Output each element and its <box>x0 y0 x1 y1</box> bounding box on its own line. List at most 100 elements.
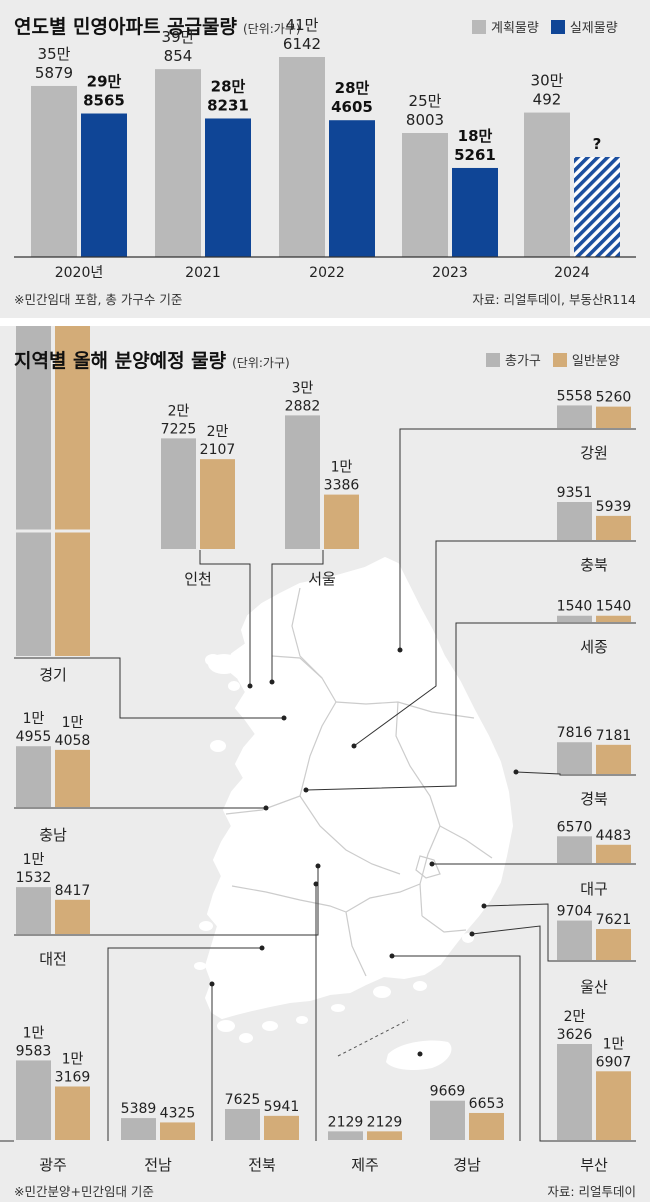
value-general-경북-0: 7181 <box>596 728 632 744</box>
bar-total-대구 <box>557 836 592 863</box>
bar-general-전남 <box>160 1122 195 1140</box>
region-label-충북: 충북 <box>580 556 608 574</box>
bar-actual-0 <box>81 113 127 257</box>
map-dot-2 <box>269 679 275 685</box>
label-planned-0-0: 35만 <box>38 45 71 63</box>
bar-general-대전 <box>55 899 90 934</box>
map-dot-10 <box>481 903 487 909</box>
value-total-충남-0: 1만 <box>23 711 45 727</box>
x-tick-4: 2024 <box>554 265 590 281</box>
top-chart-unit: (단위:가구) <box>243 22 301 36</box>
label-planned-4-1: 492 <box>533 91 562 109</box>
value-general-서울-1: 3386 <box>324 478 360 494</box>
island-4 <box>199 921 213 931</box>
bar-total-전남 <box>121 1118 156 1140</box>
value-total-대전-1: 1532 <box>16 870 52 886</box>
leader-line-인천 <box>199 550 251 686</box>
bar-general-경남 <box>469 1112 504 1140</box>
leader-line-강원 <box>399 428 636 650</box>
value-total-부산-0: 2만 <box>564 1009 586 1025</box>
region-label-경기: 경기 <box>39 666 67 684</box>
value-general-부산-0: 1만 <box>603 1036 625 1052</box>
map-dot-0 <box>281 715 287 721</box>
label-planned-0-1: 5879 <box>35 64 73 82</box>
top-source: 자료: 리얼투데이, 부동산R114 <box>472 292 636 307</box>
legend-swatch-planned <box>472 19 486 34</box>
bar-total-제주 <box>328 1131 363 1140</box>
value-total-세종-0: 1540 <box>557 599 593 615</box>
bar-total-충남 <box>16 746 51 807</box>
region-label-경북: 경북 <box>580 790 608 808</box>
value-total-서울-1: 2882 <box>285 398 321 414</box>
bar-total-광주 <box>16 1060 51 1140</box>
bar-general-세종 <box>596 615 631 622</box>
leader-line-서울 <box>271 550 324 682</box>
leader-line-대전 <box>14 866 319 936</box>
bar-general-부산 <box>596 1071 631 1140</box>
value-total-인천-1: 7225 <box>161 421 197 437</box>
value-total-서울-0: 3만 <box>292 380 314 396</box>
leader-line-울산 <box>483 903 636 962</box>
region-border-6 <box>299 795 401 875</box>
jeju-inset-divider <box>337 1019 409 1057</box>
legend-label-actual: 실제물량 <box>569 21 618 36</box>
bar-total-부산 <box>557 1043 592 1140</box>
label-actual-0-1: 8565 <box>83 92 125 110</box>
bar-actual-1 <box>205 118 251 257</box>
bottom-footnote: ※민간분양+민간임대 기준 <box>14 1184 154 1199</box>
legend-swatch-total <box>486 352 500 367</box>
value-total-광주-1: 9583 <box>16 1043 52 1059</box>
region-label-대구: 대구 <box>580 880 608 898</box>
value-general-서울-0: 1만 <box>331 460 353 476</box>
region-border-7 <box>439 825 493 859</box>
bar-total-서울 <box>285 415 320 549</box>
value-total-제주-0: 2129 <box>328 1114 364 1130</box>
yearly-supply-panel: 연도별 민영아파트 공급물량 (단위:가구) 계획물량 실제물량 35만 5879 2… <box>0 0 650 318</box>
region-label-강원: 강원 <box>580 444 608 462</box>
bar-actual-2 <box>329 120 375 257</box>
label-actual-3-1: 5261 <box>454 146 496 164</box>
bar-general-전북 <box>264 1115 299 1140</box>
bar-planned-2 <box>279 57 325 257</box>
bar-actual-forecast-4 <box>574 157 620 257</box>
island-1 <box>205 654 221 666</box>
x-tick-0: 2020년 <box>55 265 104 281</box>
value-general-광주-0: 1만 <box>62 1051 84 1067</box>
region-label-부산: 부산 <box>580 1156 608 1174</box>
x-tick-1: 2021 <box>185 265 221 281</box>
leader-line-세종 <box>305 622 636 791</box>
leader-line-충북 <box>353 540 636 747</box>
leader-line-경기 <box>14 657 284 719</box>
bar-general-울산 <box>596 929 631 960</box>
region-label-대전: 대전 <box>39 950 67 968</box>
x-tick-3: 2023 <box>432 265 468 281</box>
label-planned-1-1: 854 <box>164 47 193 65</box>
regional-supply-panel: 10만53388만2600경기2만72252만2107인천3만28821만338… <box>0 326 650 1202</box>
region-label-인천: 인천 <box>184 570 212 588</box>
region-border-5 <box>225 795 301 815</box>
region-label-세종: 세종 <box>580 638 608 656</box>
label-planned-1-0: 39만 <box>162 28 195 46</box>
bar-total-전북 <box>225 1109 260 1140</box>
label-actual-1-0: 28만 <box>211 77 246 95</box>
value-general-강원-0: 5260 <box>596 390 632 406</box>
bottom-chart-unit: (단위:가구) <box>232 356 290 370</box>
region-border-3 <box>299 701 337 797</box>
region-label-제주: 제주 <box>351 1156 379 1174</box>
label-planned-4-0: 30만 <box>531 72 564 90</box>
label-actual-0-0: 29만 <box>87 73 122 91</box>
island-11 <box>373 986 391 998</box>
map-dot-7 <box>263 805 269 811</box>
leader-line-광주 <box>0 947 262 1142</box>
leader-line-부산 <box>471 925 636 1142</box>
value-general-경남-0: 6653 <box>469 1096 505 1112</box>
value-general-울산-0: 7621 <box>596 912 632 928</box>
value-general-광주-1: 3169 <box>55 1069 91 1085</box>
bar-general-경북 <box>596 744 631 774</box>
value-total-경북-0: 7816 <box>557 725 593 741</box>
bar-general-대구 <box>596 844 631 863</box>
value-general-인천-0: 2만 <box>207 424 229 440</box>
region-border-11 <box>421 915 467 933</box>
region-label-전남: 전남 <box>144 1156 172 1174</box>
bottom-legend: 총가구 일반분양 <box>474 350 620 369</box>
